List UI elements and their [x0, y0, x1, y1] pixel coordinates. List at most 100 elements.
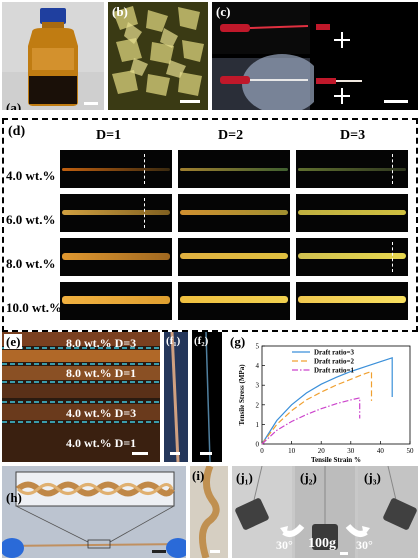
panel-e-label: (e): [4, 334, 23, 349]
panel-g: (g) 0 10 20 30 40 50 0 1 2 3 4 5 Tensile Strain % Ten…: [226, 332, 418, 464]
fiber: [298, 253, 406, 259]
fiber-tile: [60, 238, 172, 276]
panel-f2: (f₂): [192, 332, 222, 462]
y-tick-label: 5: [256, 343, 260, 351]
stress-strain-chart: 0 10 20 30 40 50 0 1 2 3 4 5 Tensile Strain % Tensile…: [238, 343, 415, 465]
fiber-tile: [178, 238, 290, 276]
series-line-1: [261, 356, 393, 445]
fiber-tile: [178, 282, 290, 320]
fiber: [180, 296, 288, 303]
scale-bar: [200, 452, 212, 455]
fiber: [180, 210, 288, 215]
scale-bar: [210, 550, 220, 553]
y-tick-label: 0: [256, 441, 260, 449]
scale-bar: [180, 100, 200, 103]
row-label-8wt: 8.0 wt.%: [6, 256, 56, 271]
x-tick-label: 0: [260, 447, 264, 455]
row-label-10wt: 10.0 wt.%: [6, 300, 62, 315]
weight-lifting-photos: [232, 466, 418, 558]
fiber-bundle-micrograph: [2, 332, 160, 462]
panel-a-label: (a): [6, 100, 22, 110]
panel-f1: (f₁): [164, 332, 188, 462]
twisted-fiber-photo: [2, 466, 186, 558]
panel-j3-label: (j₃): [364, 470, 381, 485]
fiber-tile: [296, 238, 408, 276]
fiber-tile: [178, 150, 290, 188]
x-tick-label: 30: [347, 447, 355, 455]
weight-label: 100g: [308, 536, 336, 551]
scale-bar: [132, 452, 148, 455]
fiber: [62, 253, 170, 260]
fiber-tile: [296, 150, 408, 188]
row-label-6wt: 6.0 wt.%: [6, 212, 56, 227]
x-axis-label: Tensile Strain %: [311, 456, 361, 464]
scale-bar: [170, 452, 180, 455]
plot-frame: [261, 345, 411, 445]
bottle-photo: [2, 2, 104, 110]
column-header-d2: D=2: [218, 128, 244, 143]
marker-line: [392, 242, 393, 272]
panel-f1-label: (f₁): [166, 335, 181, 347]
marker-line: [392, 154, 393, 184]
fiber: [62, 210, 170, 215]
scale-bar: [84, 102, 98, 105]
y-tick-label: 2: [256, 401, 260, 409]
annotation-4wt-d1: 4.0 wt.% D=1: [66, 436, 137, 450]
scale-bar: [340, 552, 348, 555]
fiber-tile: [60, 194, 172, 232]
x-tick-label: 10: [288, 447, 296, 455]
scale-bar: [384, 100, 408, 103]
fiber: [298, 168, 406, 171]
angle-label-right: 30°: [356, 538, 373, 552]
fiber-photo: [164, 332, 188, 462]
fiber: [62, 168, 170, 171]
x-tick-label: 40: [377, 447, 385, 455]
panel-h-label: (h): [6, 490, 22, 505]
marker-line: [144, 154, 145, 184]
panel-j1-label: (j₁): [236, 470, 253, 485]
panel-e: (e) 8.0 wt.% D=3 8.0 wt.% D=1 4.0 wt.% D…: [2, 332, 160, 462]
fiber-polarized-photo: [192, 332, 222, 462]
fiber-tile: [60, 282, 172, 320]
y-tick-label: 4: [256, 362, 260, 370]
texture-micrograph: [108, 2, 208, 110]
fiber-polarizer-photos: [212, 2, 418, 110]
panel-c-label: (c): [216, 4, 231, 19]
fiber: [180, 253, 288, 259]
scale-bar: [152, 550, 166, 553]
fiber: [62, 296, 170, 304]
panel-c: (c): [212, 2, 418, 110]
panel-h: (h): [2, 466, 186, 558]
series-line-3: [261, 397, 361, 445]
x-tick-label: 50: [407, 447, 415, 455]
row-label-4wt: 4.0 wt.%: [6, 168, 56, 183]
x-tick-label: 20: [318, 447, 326, 455]
panel-b: (b): [108, 2, 208, 110]
series-line-2: [261, 370, 373, 445]
fiber-tile: [296, 194, 408, 232]
column-header-d1: D=1: [96, 128, 122, 143]
panel-j2-label: (j₂): [300, 470, 317, 485]
annotation-4wt-d3: 4.0 wt.% D=3: [66, 406, 137, 420]
panel-i: (i): [190, 466, 228, 558]
panel-j: (j₁) (j₂) (j₃) 30° 100g 30°: [232, 466, 418, 558]
fiber-tile: [178, 194, 290, 232]
y-axis-label: Tensile Stress (MPa): [238, 364, 246, 426]
y-tick-label: 1: [256, 421, 260, 429]
angle-label-left: 30°: [276, 538, 293, 552]
legend-label-3: Draft ratio=1: [314, 367, 354, 375]
marker-line: [144, 198, 145, 228]
fiber-tile: [296, 282, 408, 320]
legend-label-2: Draft ratio=2: [314, 358, 354, 366]
panel-a: (a): [2, 2, 104, 110]
y-tick-label: 3: [256, 382, 260, 390]
annotation-8wt-d1: 8.0 wt.% D=1: [66, 366, 137, 380]
panel-f2-label: (f₂): [194, 335, 209, 347]
fiber-tile: [60, 150, 172, 188]
fiber: [298, 210, 406, 215]
fiber: [298, 296, 406, 303]
panel-d-frame: [2, 118, 418, 332]
panel-i-label: (i): [192, 468, 205, 483]
knotted-fiber-photo: [190, 466, 228, 558]
legend-label-1: Draft ratio=3: [314, 349, 354, 357]
